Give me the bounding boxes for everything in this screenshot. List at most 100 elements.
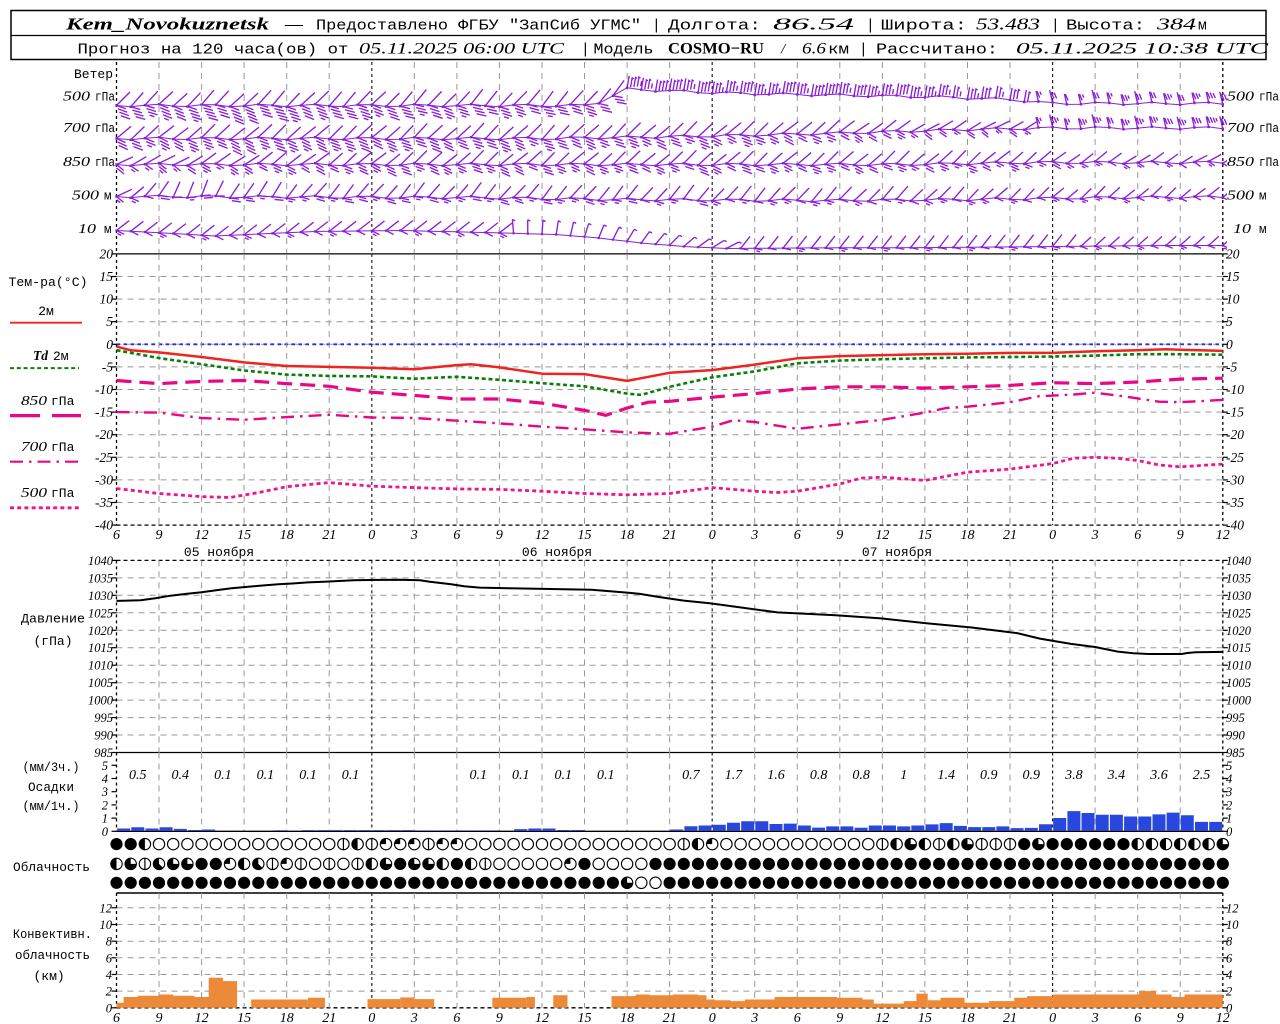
svg-text:|: |	[1051, 19, 1060, 35]
svg-text:0.1: 0.1	[299, 768, 317, 783]
svg-text:10: 10	[100, 292, 114, 307]
svg-text:1010: 1010	[88, 659, 114, 673]
svg-text:15: 15	[100, 269, 114, 284]
svg-text:6: 6	[113, 1011, 120, 1024]
svg-text:500: 500	[21, 485, 47, 500]
svg-text:6.6: 6.6	[802, 41, 826, 58]
svg-text:9: 9	[1177, 528, 1184, 543]
svg-text:0.8: 0.8	[810, 768, 828, 783]
svg-text:1.6: 1.6	[767, 768, 785, 783]
svg-text:8: 8	[1226, 935, 1233, 949]
svg-text:4: 4	[1226, 772, 1232, 786]
svg-text:500: 500	[63, 89, 90, 104]
svg-text:(гПа): (гПа)	[33, 634, 72, 649]
svg-text:2: 2	[1226, 798, 1232, 812]
svg-text:Конвективн.: Конвективн.	[13, 927, 92, 942]
svg-text:0: 0	[1226, 825, 1233, 839]
svg-text:2: 2	[102, 798, 108, 812]
svg-text:1025: 1025	[88, 606, 113, 620]
svg-text:985: 985	[1226, 746, 1245, 760]
svg-text:12: 12	[195, 1011, 209, 1024]
svg-text:6: 6	[106, 951, 113, 965]
svg-text:07 ноября: 07 ноября	[862, 545, 932, 560]
svg-text:18: 18	[961, 528, 975, 543]
svg-text:6: 6	[1134, 528, 1141, 543]
svg-text:18: 18	[280, 1011, 294, 1024]
svg-text:1035: 1035	[88, 571, 113, 585]
svg-text:м: м	[1259, 223, 1267, 237]
svg-text:5: 5	[106, 314, 113, 329]
svg-text:1010: 1010	[1226, 659, 1252, 673]
svg-text:0.1: 0.1	[597, 768, 615, 783]
svg-text:0.9: 0.9	[1023, 768, 1041, 783]
svg-text:-10: -10	[95, 382, 113, 397]
svg-text:3: 3	[750, 528, 758, 543]
svg-text:-5: -5	[102, 359, 113, 374]
svg-text:м: м	[1259, 190, 1267, 204]
svg-text:15: 15	[578, 528, 592, 543]
svg-text:9: 9	[836, 528, 843, 543]
svg-text:-30: -30	[95, 472, 113, 487]
svg-text:15: 15	[918, 1011, 932, 1024]
svg-text:(мм/3ч.): (мм/3ч.)	[23, 760, 80, 775]
svg-text:20: 20	[1226, 246, 1240, 261]
svg-text:COSMO−RU: COSMO−RU	[668, 41, 764, 58]
svg-text:0.8: 0.8	[852, 768, 870, 783]
svg-text:12: 12	[1226, 901, 1239, 915]
svg-text:-15: -15	[95, 405, 113, 420]
svg-text:|: |	[581, 43, 590, 59]
svg-text:3: 3	[410, 528, 418, 543]
svg-text:12: 12	[535, 528, 549, 543]
svg-text:-25: -25	[95, 450, 113, 465]
svg-text:12: 12	[1216, 528, 1230, 543]
svg-text:12: 12	[875, 528, 889, 543]
svg-text:1030: 1030	[1226, 589, 1252, 603]
svg-text:2.5: 2.5	[1193, 768, 1211, 783]
svg-text:10: 10	[1233, 221, 1251, 236]
svg-text:21: 21	[1003, 1011, 1017, 1024]
svg-text:0.5: 0.5	[129, 768, 147, 783]
svg-text:гПа: гПа	[95, 91, 115, 105]
svg-text:6: 6	[1226, 951, 1233, 965]
svg-text:500: 500	[1227, 89, 1254, 104]
svg-text:-5: -5	[1226, 359, 1237, 374]
svg-text:990: 990	[94, 729, 114, 743]
svg-text:06 ноября: 06 ноября	[522, 545, 592, 560]
svg-text:6: 6	[453, 528, 460, 543]
svg-text:21: 21	[663, 528, 677, 543]
svg-text:3.4: 3.4	[1107, 768, 1126, 783]
svg-text:-20: -20	[95, 427, 113, 442]
svg-text:9: 9	[156, 528, 163, 543]
svg-text:гПа: гПа	[1259, 156, 1279, 170]
svg-text:4: 4	[102, 772, 108, 786]
svg-text:12: 12	[195, 528, 209, 543]
svg-text:гПа: гПа	[51, 486, 75, 501]
svg-text:м: м	[104, 190, 112, 204]
svg-text:05 ноября: 05 ноября	[184, 545, 254, 560]
svg-text:-30: -30	[1226, 472, 1244, 487]
svg-text:1025: 1025	[1226, 606, 1251, 620]
svg-text:4: 4	[106, 968, 112, 982]
svg-text:18: 18	[620, 528, 634, 543]
svg-text:3: 3	[1091, 528, 1099, 543]
svg-text:15: 15	[1226, 269, 1240, 284]
svg-text:(км): (км)	[33, 969, 64, 984]
svg-text:-20: -20	[1226, 427, 1244, 442]
svg-text:гПа: гПа	[95, 122, 115, 136]
svg-text:1005: 1005	[1226, 676, 1251, 690]
svg-text:1: 1	[900, 768, 907, 783]
svg-text:0.4: 0.4	[172, 768, 190, 783]
svg-text:9: 9	[496, 1011, 503, 1024]
svg-text:0.1: 0.1	[469, 768, 487, 783]
svg-text:9: 9	[1177, 1011, 1184, 1024]
svg-text:0: 0	[106, 337, 113, 352]
svg-text:1015: 1015	[1226, 641, 1251, 655]
svg-text:1.4: 1.4	[937, 768, 955, 783]
svg-text:2м: 2м	[53, 349, 69, 364]
svg-text:1015: 1015	[88, 641, 113, 655]
svg-text:0: 0	[1049, 528, 1056, 543]
svg-text:Облачность: Облачность	[13, 860, 90, 875]
svg-text:500: 500	[72, 188, 99, 203]
svg-text:3: 3	[101, 785, 108, 799]
svg-text:18: 18	[280, 528, 294, 543]
